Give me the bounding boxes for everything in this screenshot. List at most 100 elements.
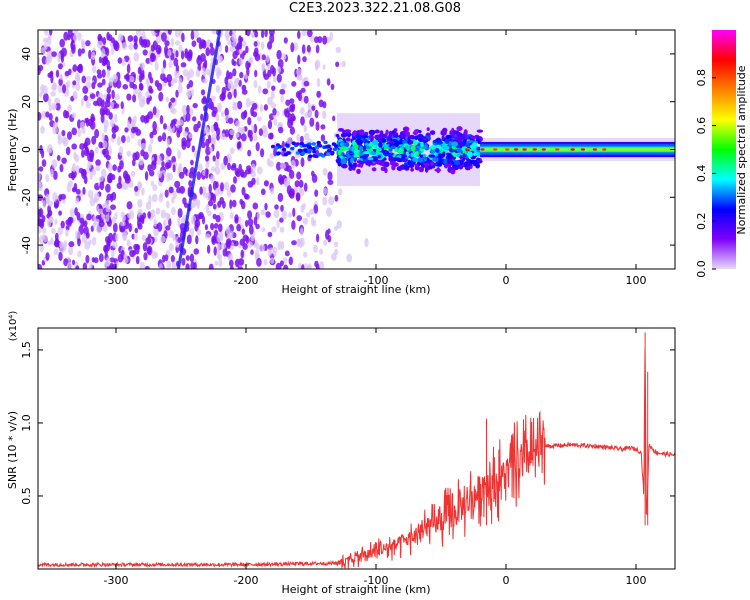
noise-cell	[280, 204, 284, 212]
noise-cell	[95, 165, 101, 172]
noise-cell	[241, 186, 246, 196]
snr-line	[38, 347, 675, 569]
noise-cell	[116, 136, 121, 147]
diagonal-streak	[176, 30, 222, 269]
signal-cell	[422, 136, 427, 141]
noise-cell	[259, 243, 265, 253]
noise-cell	[215, 214, 221, 223]
signal-cell	[442, 151, 446, 158]
noise-cell	[46, 36, 52, 46]
noise-cell	[228, 252, 233, 262]
noise-cell	[227, 40, 232, 46]
signal-cell	[340, 132, 347, 138]
signal-peak-cell	[580, 148, 586, 151]
noise-cell	[220, 182, 224, 192]
noise-cell	[153, 227, 159, 237]
noise-cell	[236, 223, 242, 232]
noise-cell	[316, 90, 321, 98]
signal-cell	[358, 161, 366, 165]
noise-cell	[142, 95, 146, 105]
signal-cell	[382, 143, 389, 149]
noise-cell	[81, 126, 86, 134]
noise-cell	[267, 69, 272, 78]
noise-cell	[39, 91, 43, 98]
noise-cell	[215, 84, 221, 93]
noise-cell	[241, 84, 247, 91]
noise-cell	[91, 236, 97, 246]
signal-cell	[472, 142, 477, 148]
noise-cell	[261, 62, 266, 72]
noise-cell	[137, 138, 143, 147]
signal-cell	[351, 145, 355, 152]
noise-cell	[106, 241, 111, 252]
noise-cell	[211, 235, 217, 246]
signal-cell	[424, 166, 429, 173]
noise-cell	[192, 102, 198, 109]
signal-cell	[374, 129, 380, 134]
noise-cell	[195, 69, 201, 78]
noise-cell	[304, 132, 310, 141]
noise-cell	[83, 142, 88, 149]
noise-cell	[47, 240, 51, 246]
noise-cell	[335, 61, 340, 68]
noise-cell	[200, 89, 206, 96]
noise-cell	[211, 30, 217, 35]
noise-cell	[165, 200, 170, 209]
signal-cell	[291, 141, 296, 145]
noise-cell	[224, 129, 229, 138]
noise-cell	[88, 149, 95, 159]
noise-cell	[247, 117, 252, 126]
signal-cell	[405, 145, 409, 150]
noise-cell	[296, 68, 302, 76]
noise-cell	[126, 239, 131, 247]
signal-cell	[437, 140, 443, 145]
colorbar-tick-label: 0.0	[695, 260, 708, 278]
noise-cell	[153, 153, 158, 163]
signal-peak-cell	[555, 148, 560, 151]
noise-cell	[101, 168, 107, 179]
signal-cell	[462, 153, 466, 158]
noise-cell	[277, 192, 284, 202]
noise-cell	[46, 147, 52, 153]
signal-cell	[441, 135, 445, 141]
noise-cell	[126, 63, 131, 74]
x-tick-label: 0	[503, 274, 510, 287]
signal-cell	[402, 165, 410, 169]
noise-cell	[164, 254, 169, 262]
noise-cell	[142, 212, 147, 219]
noise-cell	[77, 48, 82, 57]
noise-cell	[319, 261, 325, 269]
signal-cell	[418, 130, 422, 134]
noise-cell	[91, 257, 96, 263]
signal-cell	[295, 142, 300, 146]
noise-cell	[289, 126, 295, 135]
noise-cell	[52, 122, 59, 129]
noise-cell	[234, 168, 240, 176]
signal-cell	[383, 150, 390, 157]
noise-cell	[118, 33, 124, 42]
noise-cell	[254, 53, 261, 62]
noise-cell	[232, 50, 238, 60]
signal-cell	[414, 135, 419, 141]
colorbar-tick-label: 0.8	[695, 69, 708, 87]
noise-cell	[105, 206, 111, 213]
x-tick-label: 100	[626, 574, 647, 587]
noise-cell	[271, 226, 277, 233]
noise-cell	[333, 241, 339, 248]
noise-cell	[102, 56, 107, 66]
noise-cell	[150, 162, 157, 171]
noise-cell	[38, 171, 41, 181]
noise-cell	[196, 171, 202, 181]
noise-cell	[217, 69, 222, 77]
signal-cell	[453, 166, 458, 170]
noise-cell	[248, 130, 253, 138]
noise-cell	[300, 157, 305, 168]
noise-cell	[110, 45, 115, 55]
noise-cell	[252, 202, 259, 210]
noise-cell	[152, 184, 158, 192]
noise-cell	[111, 126, 117, 134]
noise-cell	[279, 226, 285, 233]
noise-cell	[228, 259, 234, 267]
x-tick-label: 0	[503, 574, 510, 587]
